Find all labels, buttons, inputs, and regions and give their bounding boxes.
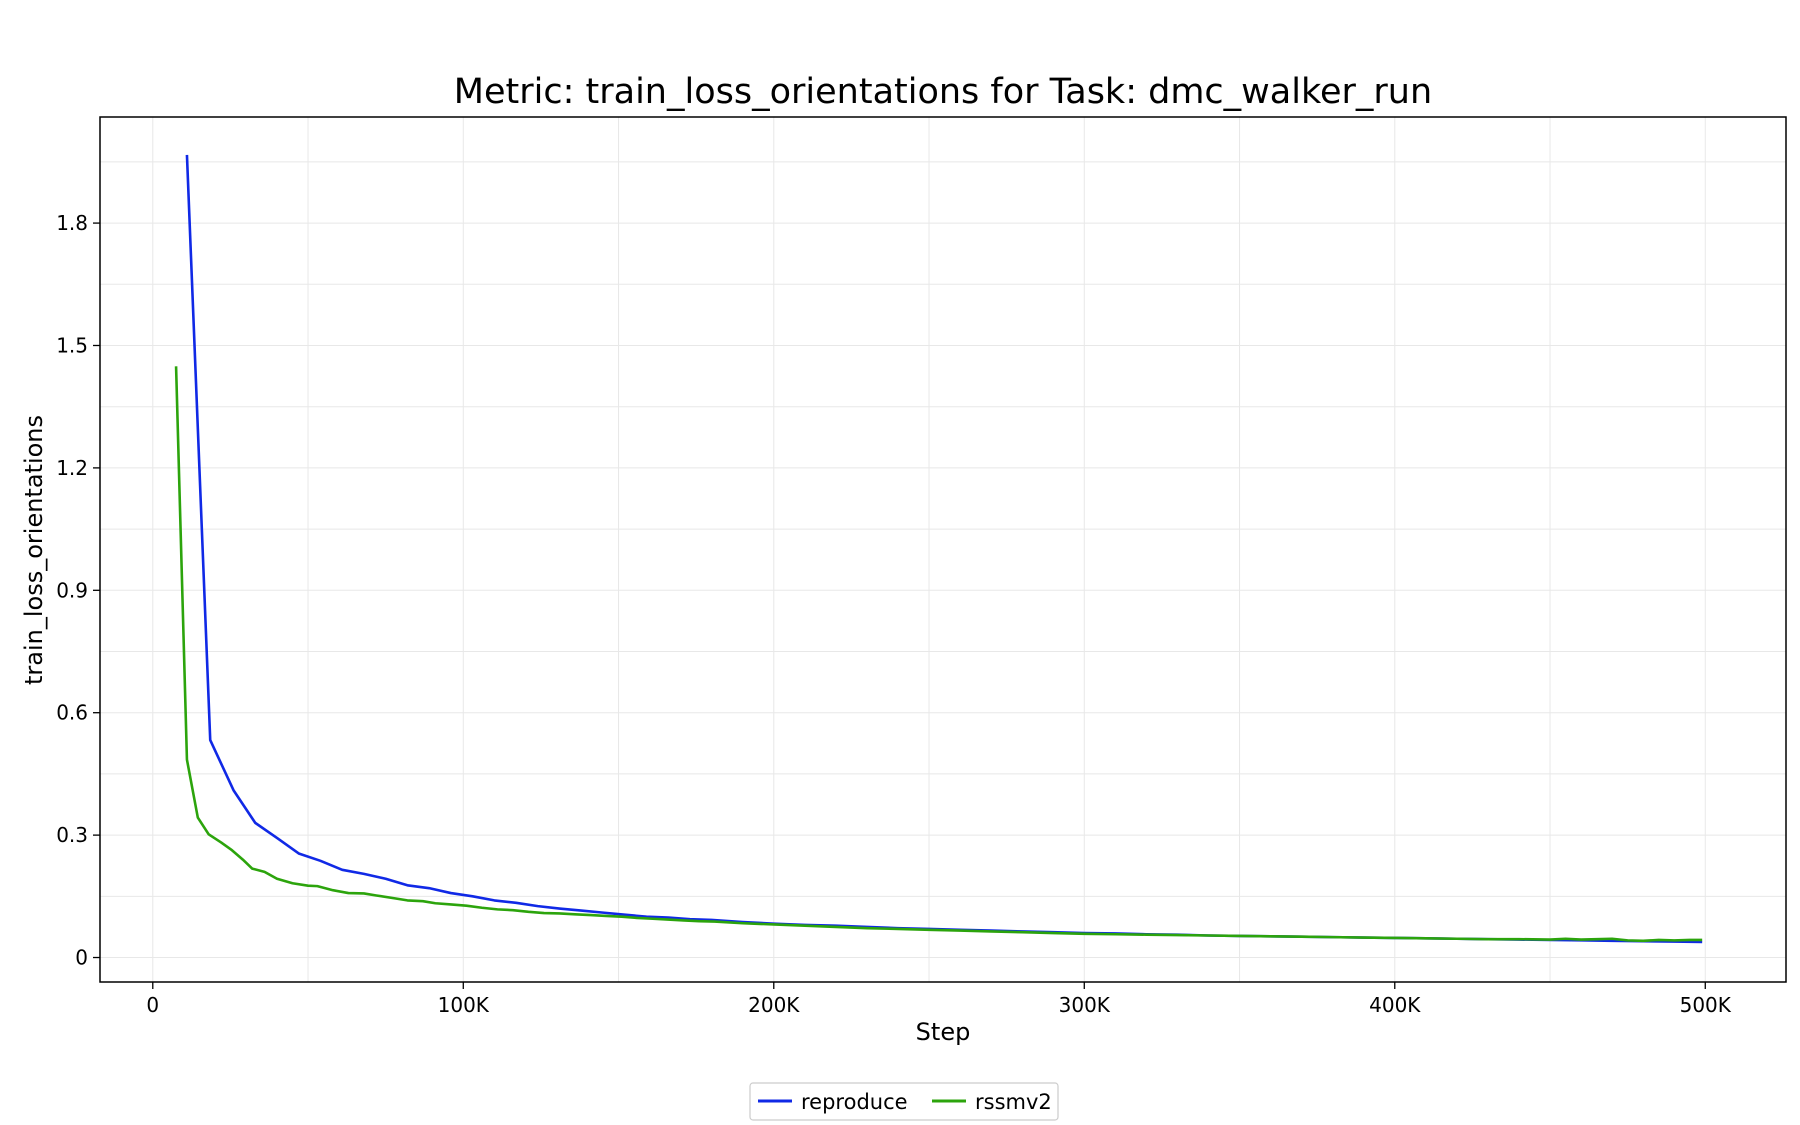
chart-title: Metric: train_loss_orientations for Task… xyxy=(454,72,1432,112)
plot-frame xyxy=(99,116,1787,983)
series-lines xyxy=(174,154,1703,944)
y-axis-ticks: 0 0.3 0.6 0.9 1.2 1.5 1.8 xyxy=(56,211,100,970)
y-tick-label: 0.9 xyxy=(56,578,88,602)
x-axis-ticks: 0 100K 200K 300K 400K 500K xyxy=(146,982,1732,1017)
y-tick-label: 0.3 xyxy=(56,823,88,847)
legend-label-reproduce: reproduce xyxy=(801,1090,908,1114)
series-line-reproduce xyxy=(185,154,1703,944)
y-axis-label: train_loss_orientations xyxy=(20,415,48,685)
y-tick-label: 0.6 xyxy=(56,701,88,725)
x-tick-label: 300K xyxy=(1059,993,1111,1017)
x-tick-label: 400K xyxy=(1369,993,1421,1017)
x-tick-label: 500K xyxy=(1680,993,1732,1017)
x-axis-label: Step xyxy=(916,1018,971,1046)
x-tick-label: 100K xyxy=(438,993,490,1017)
legend-label-rssmv2: rssmv2 xyxy=(975,1090,1052,1114)
y-tick-label: 1.8 xyxy=(56,211,88,235)
x-tick-label: 0 xyxy=(146,993,159,1017)
legend-box xyxy=(749,1082,1059,1121)
grid xyxy=(100,117,1786,982)
y-tick-label: 1.5 xyxy=(56,333,88,357)
y-tick-label: 0 xyxy=(75,946,88,970)
series-line-rssmv2 xyxy=(174,366,1703,943)
x-tick-label: 200K xyxy=(748,993,800,1017)
y-tick-label: 1.2 xyxy=(56,456,88,480)
legend: reproduce rssmv2 xyxy=(749,1082,1059,1121)
